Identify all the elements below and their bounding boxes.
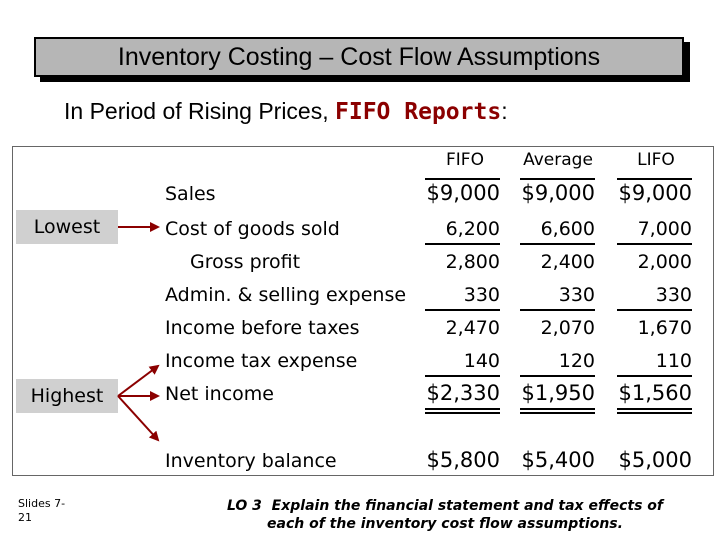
arrow-highest-tax bbox=[117, 364, 160, 397]
value-net-income-average: $1,950 bbox=[521, 381, 595, 405]
highest-label: Highest bbox=[16, 379, 118, 413]
value-tax-fifo: 140 bbox=[463, 350, 500, 372]
value-ibt-lifo: 1,670 bbox=[637, 317, 692, 339]
tax-underline bbox=[425, 375, 500, 377]
tax-underline bbox=[617, 375, 692, 377]
highest-label-text: Highest bbox=[30, 385, 104, 407]
cogs-underline bbox=[520, 243, 595, 245]
admin-underline bbox=[425, 309, 500, 311]
row-label-income-tax: Income tax expense bbox=[165, 350, 358, 372]
net-income-double-underline bbox=[617, 408, 692, 410]
value-sales-fifo: $9,000 bbox=[426, 181, 500, 205]
row-label-net-income: Net income bbox=[165, 383, 274, 405]
cogs-underline bbox=[425, 243, 500, 245]
row-label-gross-profit: Gross profit bbox=[190, 251, 301, 273]
value-cogs-lifo: 7,000 bbox=[637, 218, 692, 240]
column-header-fifo: FIFO bbox=[446, 150, 484, 170]
arrow-highest-inventory bbox=[117, 395, 160, 442]
value-admin-average: 330 bbox=[558, 284, 595, 306]
net-income-double-underline bbox=[617, 412, 692, 414]
admin-underline bbox=[520, 309, 595, 311]
cogs-underline bbox=[617, 243, 692, 245]
slide-number-line1: Slides 7- bbox=[18, 497, 66, 510]
subtitle: In Period of Rising Prices, FIFO Reports… bbox=[64, 98, 508, 125]
subtitle-suffix: : bbox=[501, 98, 508, 124]
header-underline bbox=[520, 178, 595, 180]
header-underline bbox=[425, 178, 500, 180]
slide-number: Slides 7- 21 bbox=[18, 497, 65, 525]
admin-underline bbox=[617, 309, 692, 311]
column-header-lifo: LIFO bbox=[637, 150, 675, 170]
value-inventory-average: $5,400 bbox=[521, 448, 595, 472]
row-label-sales: Sales bbox=[165, 183, 216, 205]
value-tax-average: 120 bbox=[558, 350, 595, 372]
value-admin-lifo: 330 bbox=[655, 284, 692, 306]
tax-underline bbox=[520, 375, 595, 377]
learning-objective-line1: LO 3 Explain the financial statement and… bbox=[226, 498, 664, 514]
row-label-admin: Admin. & selling expense bbox=[165, 284, 407, 306]
net-income-double-underline bbox=[520, 408, 595, 410]
comparison-frame bbox=[12, 146, 714, 476]
value-gross-profit-fifo: 2,800 bbox=[445, 251, 500, 273]
learning-objective: LO 3 Explain the financial statement and… bbox=[210, 497, 680, 533]
value-cogs-average: 6,600 bbox=[540, 218, 595, 240]
header-underline bbox=[617, 178, 692, 180]
slide-title-text: Inventory Costing – Cost Flow Assumption… bbox=[117, 42, 601, 71]
slide-title: Inventory Costing – Cost Flow Assumption… bbox=[34, 37, 684, 77]
net-income-double-underline bbox=[520, 412, 595, 414]
learning-objective-line2: each of the inventory cost flow assumpti… bbox=[267, 516, 623, 532]
subtitle-prefix: In Period of Rising Prices, bbox=[64, 98, 329, 124]
slide-number-line2: 21 bbox=[18, 511, 32, 524]
value-admin-fifo: 330 bbox=[463, 284, 500, 306]
net-income-double-underline bbox=[425, 412, 500, 414]
value-net-income-fifo: $2,330 bbox=[426, 381, 500, 405]
subtitle-highlight: FIFO Reports bbox=[335, 99, 502, 125]
value-sales-average: $9,000 bbox=[521, 181, 595, 205]
value-net-income-lifo: $1,560 bbox=[618, 381, 692, 405]
value-sales-lifo: $9,000 bbox=[618, 181, 692, 205]
value-ibt-average: 2,070 bbox=[540, 317, 595, 339]
value-tax-lifo: 110 bbox=[655, 350, 692, 372]
value-cogs-fifo: 6,200 bbox=[445, 218, 500, 240]
value-inventory-fifo: $5,800 bbox=[426, 448, 500, 472]
row-label-inventory: Inventory balance bbox=[165, 450, 337, 472]
value-gross-profit-lifo: 2,000 bbox=[637, 251, 692, 273]
column-header-average: Average bbox=[523, 150, 593, 170]
row-label-cogs: Cost of goods sold bbox=[165, 218, 340, 240]
value-ibt-fifo: 2,470 bbox=[445, 317, 500, 339]
lowest-label: Lowest bbox=[16, 210, 118, 244]
value-inventory-lifo: $5,000 bbox=[618, 448, 692, 472]
lowest-label-text: Lowest bbox=[33, 216, 101, 238]
row-label-income-before-taxes: Income before taxes bbox=[165, 317, 360, 339]
net-income-double-underline bbox=[425, 408, 500, 410]
value-gross-profit-average: 2,400 bbox=[540, 251, 595, 273]
